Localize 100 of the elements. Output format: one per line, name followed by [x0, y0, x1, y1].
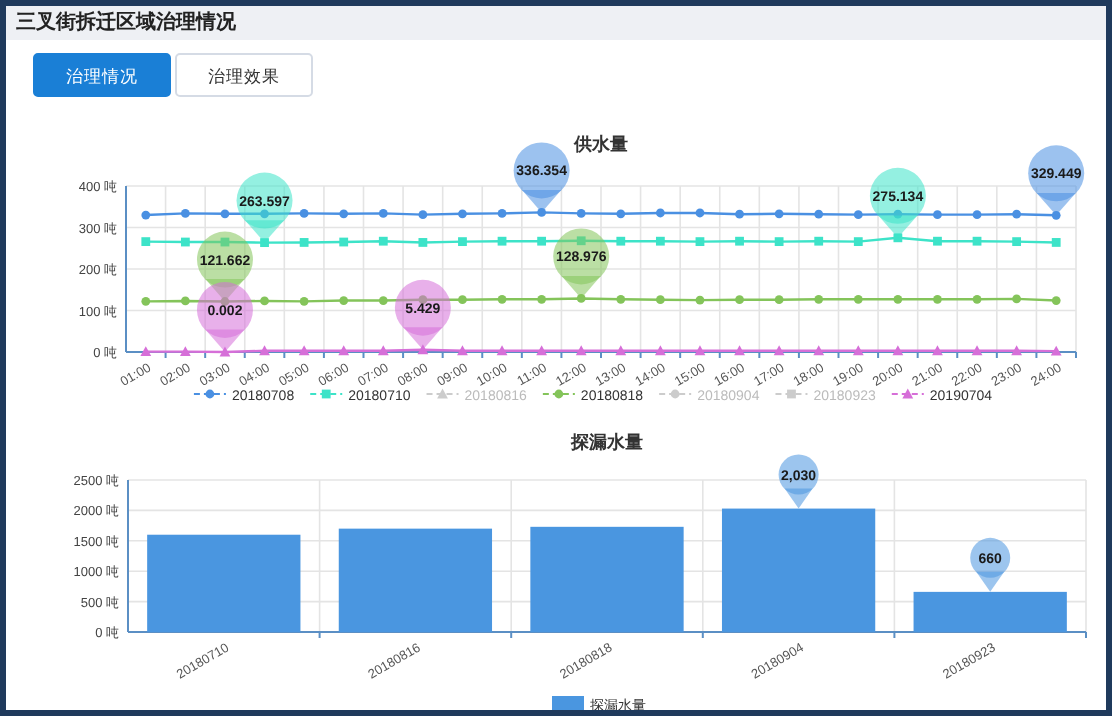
point	[339, 209, 349, 219]
point	[933, 210, 942, 220]
point	[259, 345, 270, 356]
chart-title: 探漏水量	[569, 432, 643, 452]
point	[339, 296, 349, 305]
point	[735, 236, 744, 246]
point	[418, 238, 428, 247]
point	[458, 295, 467, 305]
point	[773, 345, 785, 356]
text: 治理效果	[208, 66, 280, 86]
point	[141, 296, 151, 306]
point	[971, 345, 983, 356]
point	[497, 236, 507, 246]
point	[853, 294, 863, 304]
point	[1012, 209, 1022, 219]
point	[378, 208, 388, 218]
point	[615, 345, 627, 356]
point	[299, 238, 309, 247]
point	[537, 236, 547, 246]
point	[655, 236, 665, 246]
point	[537, 294, 547, 304]
point	[220, 209, 230, 219]
point	[814, 294, 824, 304]
point	[458, 237, 467, 247]
point	[219, 346, 231, 357]
point	[1051, 210, 1061, 220]
point	[1051, 296, 1061, 305]
point	[813, 345, 825, 356]
point	[814, 236, 824, 246]
point	[299, 296, 309, 306]
point	[852, 345, 864, 356]
point	[180, 208, 190, 218]
point	[774, 295, 784, 305]
point	[933, 294, 942, 304]
point	[378, 296, 388, 305]
point	[458, 209, 467, 219]
point	[972, 210, 982, 220]
point	[695, 208, 705, 218]
point	[576, 294, 586, 303]
point	[576, 208, 586, 218]
point	[179, 346, 191, 356]
text: 三叉街拆迁区域治理情况	[16, 10, 238, 34]
point	[339, 237, 349, 247]
point	[378, 236, 388, 246]
point	[457, 345, 468, 356]
point	[537, 208, 547, 217]
point	[616, 209, 626, 219]
point	[1012, 294, 1022, 304]
point	[417, 344, 429, 355]
point	[694, 345, 706, 356]
point	[655, 295, 665, 305]
point	[654, 345, 666, 356]
point	[1011, 345, 1023, 356]
bar	[530, 526, 684, 632]
point	[1050, 345, 1062, 356]
point	[338, 345, 350, 356]
point	[853, 237, 863, 247]
point	[893, 233, 903, 243]
point	[576, 236, 586, 246]
point	[497, 294, 507, 304]
point	[260, 296, 269, 306]
point	[695, 237, 705, 247]
point	[932, 345, 943, 356]
point	[695, 295, 705, 305]
chart-title: 供水量	[572, 134, 628, 154]
text: 治理情况	[66, 66, 138, 86]
point	[260, 209, 269, 219]
point	[418, 210, 428, 220]
point	[496, 345, 508, 356]
point	[893, 209, 903, 219]
point	[893, 294, 903, 304]
point	[299, 208, 309, 218]
point	[853, 210, 863, 220]
point	[774, 237, 784, 247]
point	[616, 236, 626, 246]
point	[735, 295, 744, 305]
bar	[338, 528, 493, 632]
point	[616, 294, 626, 304]
point	[814, 209, 824, 219]
point	[734, 345, 745, 356]
bar	[147, 534, 301, 632]
point	[141, 210, 151, 220]
point	[536, 345, 548, 356]
point	[298, 345, 310, 356]
point	[972, 294, 982, 304]
point	[1012, 237, 1022, 247]
point	[377, 345, 389, 356]
point	[141, 237, 151, 247]
point	[933, 236, 942, 246]
point	[655, 208, 665, 218]
point	[180, 296, 190, 306]
point	[972, 236, 982, 246]
point	[575, 345, 587, 356]
point	[892, 345, 904, 356]
point	[497, 208, 507, 218]
point	[180, 237, 190, 247]
point	[140, 346, 152, 356]
point	[735, 209, 744, 219]
point	[774, 209, 784, 219]
point	[260, 238, 269, 248]
